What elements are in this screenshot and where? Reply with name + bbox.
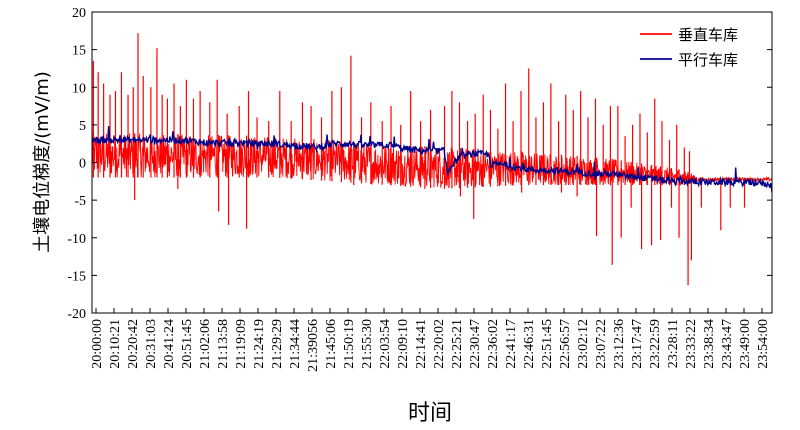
- x-tick-label: 21:29:29: [270, 319, 285, 369]
- y-tick-label: 20: [72, 6, 86, 21]
- x-tick-label: 21:24:19: [252, 319, 267, 369]
- x-tick-label: 22:03:54: [378, 319, 393, 369]
- x-tick-label: 22:20:02: [432, 319, 447, 369]
- x-tick-label: 21:39056: [306, 319, 321, 372]
- x-axis: 20:00:00 20:10:21 20:20:42 20:31:03 20:41:24…: [90, 308, 771, 372]
- x-tick-label: 23:02:12: [576, 319, 591, 369]
- y-tick-label: 5: [79, 119, 86, 134]
- y-tick-label: -10: [67, 232, 86, 247]
- y-tick-label: 10: [72, 81, 86, 96]
- x-tick-label: 21:13:58: [216, 319, 231, 369]
- x-tick-label: 22:30:47: [468, 319, 483, 369]
- legend-label: 平行车库: [678, 51, 738, 69]
- legend-label: 垂直车库: [678, 26, 738, 44]
- x-tick-label: 23:38:34: [702, 319, 717, 369]
- x-tick-label: 21:19:09: [234, 319, 249, 369]
- x-tick-label: 21:45:06: [324, 319, 339, 369]
- x-tick-label: 23:33:22: [684, 319, 699, 369]
- series-red-band: [92, 132, 772, 189]
- x-tick-label: 22:36:02: [486, 319, 501, 369]
- y-axis-title: 土壤电位梯度/(mV/m): [32, 71, 53, 253]
- y-tick-label: -20: [67, 307, 86, 322]
- series-blue-line: [92, 126, 772, 193]
- x-tick-label: 21:50:19: [342, 319, 357, 369]
- x-tick-label: 23:17:47: [630, 319, 645, 369]
- x-tick-label: 21:34:44: [288, 319, 303, 369]
- x-tick-label: 22:51:45: [540, 319, 555, 369]
- x-tick-label: 23:43:47: [720, 319, 735, 369]
- y-tick-label: 15: [72, 44, 86, 59]
- x-tick-label: 23:49:00: [738, 319, 753, 369]
- x-tick-label: 22:14:41: [414, 319, 429, 369]
- x-tick-label: 21:55:30: [360, 319, 375, 369]
- x-tick-label: 22:09:10: [396, 319, 411, 369]
- y-tick-label: -5: [74, 194, 86, 209]
- y-axis: -20 -15 -10 -5 0 5 10 15 20: [67, 6, 772, 322]
- x-tick-label: 22:46:31: [522, 319, 537, 369]
- x-tick-label: 23:07:22: [594, 319, 609, 369]
- x-tick-label: 23:54:00: [756, 319, 771, 369]
- x-tick-label: 21:02:06: [198, 319, 213, 369]
- x-tick-label: 23:28:11: [666, 319, 681, 368]
- x-tick-label: 23:12:36: [612, 319, 627, 369]
- x-tick-label: 20:00:00: [90, 319, 105, 369]
- x-tick-label: 22:25:21: [450, 319, 465, 369]
- x-tick-label: 20:51:45: [180, 319, 195, 369]
- series-layer: [92, 33, 772, 286]
- x-tick-label: 20:31:03: [144, 319, 159, 369]
- x-tick-label: 22:41:17: [504, 319, 519, 369]
- y-tick-label: -15: [67, 269, 86, 284]
- x-tick-label: 20:10:21: [108, 319, 123, 369]
- x-axis-title: 时间: [408, 401, 452, 426]
- x-tick-label: 20:41:24: [162, 319, 177, 369]
- x-tick-label: 23:22:59: [648, 319, 663, 369]
- y-tick-label: 0: [79, 157, 86, 172]
- x-tick-label: 22:56:57: [558, 319, 573, 369]
- x-tick-label: 20:20:42: [126, 319, 141, 369]
